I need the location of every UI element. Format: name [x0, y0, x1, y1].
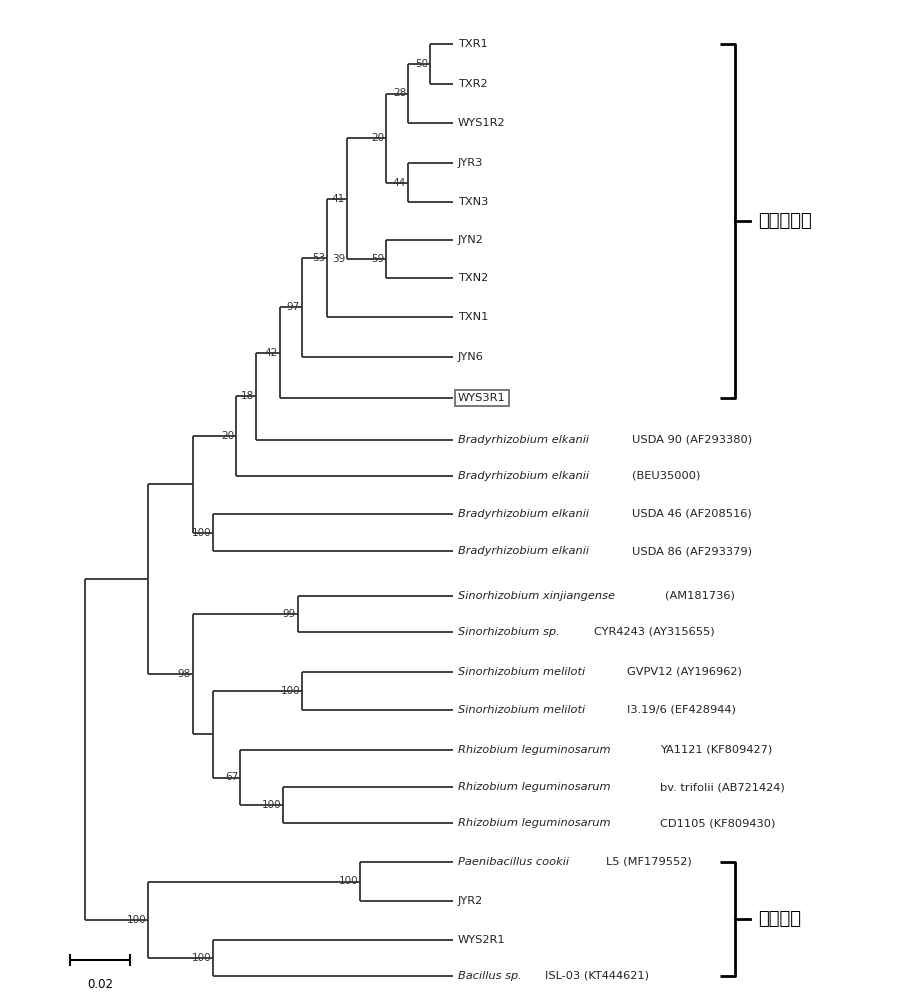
- Text: 18: 18: [240, 391, 254, 401]
- Text: (AM181736): (AM181736): [666, 591, 736, 601]
- Text: Sinorhizobium xinjiangense: Sinorhizobium xinjiangense: [458, 591, 619, 601]
- Text: Bradyrhizobium elkanii: Bradyrhizobium elkanii: [458, 435, 593, 445]
- Text: CD1105 (KF809430): CD1105 (KF809430): [659, 818, 775, 828]
- Text: 28: 28: [393, 89, 406, 99]
- Text: 67: 67: [225, 772, 238, 782]
- Text: TXN2: TXN2: [458, 273, 488, 283]
- Text: 100: 100: [191, 528, 211, 538]
- Text: TXN1: TXN1: [458, 312, 488, 322]
- Text: 99: 99: [283, 609, 296, 619]
- Text: Rhizobium leguminosarum: Rhizobium leguminosarum: [458, 818, 614, 828]
- Text: JYN6: JYN6: [458, 352, 483, 362]
- Text: USDA 90 (AF293380): USDA 90 (AF293380): [631, 435, 752, 445]
- Text: 100: 100: [281, 686, 300, 696]
- Text: Sinorhizobium meliloti: Sinorhizobium meliloti: [458, 705, 588, 715]
- Text: Sinorhizobium sp.: Sinorhizobium sp.: [458, 627, 563, 637]
- Text: JYR2: JYR2: [458, 896, 483, 906]
- Text: I3.19/6 (EF428944): I3.19/6 (EF428944): [627, 705, 736, 715]
- Text: 39: 39: [332, 254, 345, 264]
- Text: Rhizobium leguminosarum: Rhizobium leguminosarum: [458, 745, 614, 755]
- Text: Rhizobium leguminosarum: Rhizobium leguminosarum: [458, 782, 614, 792]
- Text: YA1121 (KF809427): YA1121 (KF809427): [659, 745, 771, 755]
- Text: bv. trifolii (AB721424): bv. trifolii (AB721424): [659, 782, 784, 792]
- Text: L5 (MF179552): L5 (MF179552): [605, 857, 692, 867]
- Text: (BEU35000): (BEU35000): [631, 471, 700, 481]
- Text: 44: 44: [393, 178, 406, 188]
- Text: Paenibacillus cookii: Paenibacillus cookii: [458, 857, 572, 867]
- Text: 100: 100: [126, 915, 146, 925]
- Text: Bradyrhizobium elkanii: Bradyrhizobium elkanii: [458, 546, 593, 556]
- Text: ISL-03 (KT444621): ISL-03 (KT444621): [545, 971, 649, 981]
- Text: 20: 20: [221, 431, 234, 441]
- Text: WYS3R1: WYS3R1: [458, 393, 506, 403]
- Text: 100: 100: [261, 800, 281, 810]
- Text: 53: 53: [312, 253, 325, 263]
- Text: USDA 46 (AF208516): USDA 46 (AF208516): [631, 509, 752, 519]
- Text: WYS2R1: WYS2R1: [458, 935, 506, 945]
- Text: 100: 100: [191, 953, 211, 963]
- Text: TXN3: TXN3: [458, 197, 488, 207]
- Text: GVPV12 (AY196962): GVPV12 (AY196962): [627, 667, 742, 677]
- Text: Bradyrhizobium elkanii: Bradyrhizobium elkanii: [458, 471, 593, 481]
- Text: 59: 59: [370, 254, 384, 264]
- Text: 98: 98: [178, 669, 191, 679]
- Text: JYN2: JYN2: [458, 235, 483, 245]
- Text: 42: 42: [265, 348, 278, 358]
- Text: Sinorhizobium meliloti: Sinorhizobium meliloti: [458, 667, 588, 677]
- Text: WYS1R2: WYS1R2: [458, 118, 506, 128]
- Text: 20: 20: [370, 133, 384, 143]
- Text: JYR3: JYR3: [458, 158, 483, 168]
- Text: TXR1: TXR1: [458, 39, 488, 49]
- Text: 100: 100: [338, 876, 358, 886]
- Text: Bacillus sp.: Bacillus sp.: [458, 971, 526, 981]
- Text: 97: 97: [287, 302, 300, 312]
- Text: CYR4243 (AY315655): CYR4243 (AY315655): [594, 627, 715, 637]
- Text: USDA 86 (AF293379): USDA 86 (AF293379): [631, 546, 752, 556]
- Text: 41: 41: [332, 194, 345, 204]
- Text: TXR2: TXR2: [458, 79, 488, 89]
- Text: 0.02: 0.02: [87, 978, 113, 991]
- Text: 慢生根瘤菌: 慢生根瘤菌: [758, 212, 812, 230]
- Text: 50: 50: [415, 59, 428, 69]
- Text: 芽孢杆菌: 芽孢杆菌: [758, 910, 801, 928]
- Text: Bradyrhizobium elkanii: Bradyrhizobium elkanii: [458, 509, 593, 519]
